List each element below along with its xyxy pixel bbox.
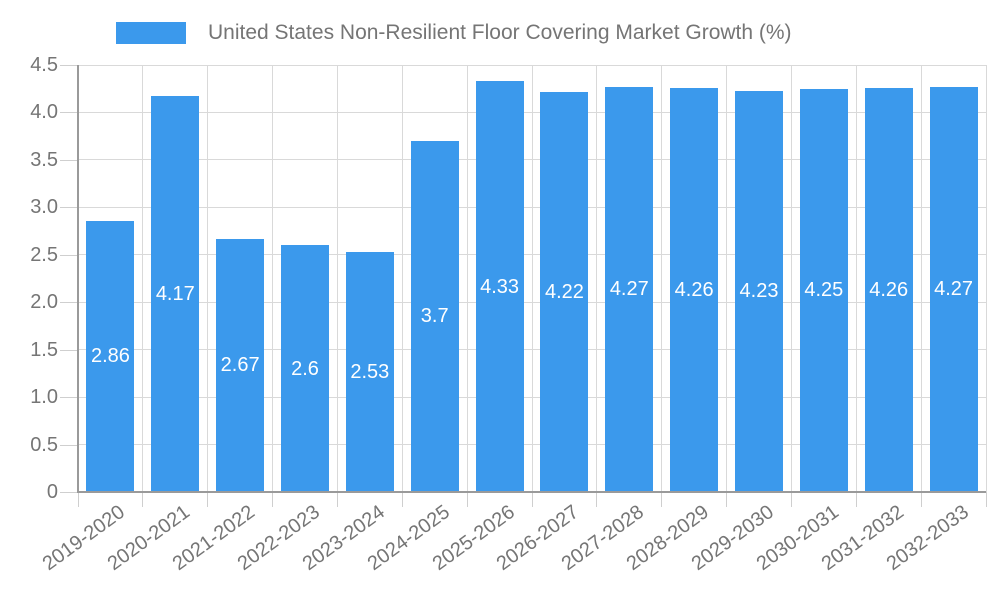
bar-value-label: 4.26 <box>869 278 909 301</box>
gridline-vertical <box>207 65 209 492</box>
y-axis-tick-label: 3.5 <box>30 148 58 171</box>
y-axis-line <box>77 65 79 493</box>
gridline-vertical <box>466 65 468 492</box>
y-axis-tick <box>60 302 78 304</box>
bar[interactable] <box>605 86 654 492</box>
x-axis-tick <box>661 492 663 507</box>
y-axis-tick <box>60 207 78 209</box>
legend-swatch <box>116 22 186 44</box>
x-axis-tick <box>920 492 922 507</box>
bar[interactable] <box>475 81 524 492</box>
y-axis-tick-label: 2.5 <box>30 243 58 266</box>
x-axis-tick <box>336 492 338 507</box>
bar[interactable] <box>670 87 719 492</box>
y-axis-tick-label: 2.0 <box>30 291 58 314</box>
gridline-vertical <box>661 65 663 492</box>
y-axis-tick <box>60 65 78 66</box>
bar-value-label: 4.27 <box>609 278 649 301</box>
bar[interactable] <box>540 91 589 492</box>
bar[interactable] <box>410 140 459 492</box>
x-axis-tick <box>531 492 533 507</box>
x-axis-tick <box>207 492 209 507</box>
gridline-vertical <box>920 65 922 492</box>
y-axis-tick <box>60 492 78 493</box>
x-axis-tick <box>272 492 274 507</box>
gridline-vertical <box>790 65 792 492</box>
y-axis-tick-label: 0.5 <box>30 433 58 456</box>
y-axis-tick-label: 1.5 <box>30 338 58 361</box>
bar-value-label: 4.33 <box>480 275 520 298</box>
gridline-vertical <box>985 65 987 492</box>
gridline-vertical <box>272 65 274 492</box>
chart-title: United States Non-Resilient Floor Coveri… <box>208 21 792 44</box>
gridline-vertical <box>596 65 598 492</box>
gridline-vertical <box>142 65 144 492</box>
bar-value-label: 4.27 <box>934 278 974 301</box>
y-axis-tick <box>60 397 78 399</box>
y-axis-tick-label: 1.0 <box>30 386 58 409</box>
bar-value-label: 4.25 <box>804 279 844 302</box>
bar[interactable] <box>864 87 913 492</box>
x-axis-tick <box>790 492 792 507</box>
y-axis-tick <box>60 444 78 446</box>
bar-value-label: 4.22 <box>544 280 584 303</box>
y-axis-tick-label: 0 <box>46 481 58 503</box>
gridline-vertical <box>336 65 338 492</box>
y-axis-tick <box>60 112 78 114</box>
bar-value-label: 2.6 <box>291 357 319 380</box>
bar-value-label: 2.86 <box>90 345 130 368</box>
x-axis-tick <box>142 492 144 507</box>
x-axis-tick <box>596 492 598 507</box>
bar-value-label: 3.7 <box>420 305 449 328</box>
y-axis-tick <box>60 254 78 256</box>
bar-value-label: 2.67 <box>220 354 260 377</box>
x-axis-tick <box>401 492 403 507</box>
gridline-vertical <box>401 65 403 492</box>
bar-value-label: 4.23 <box>739 280 779 303</box>
bar[interactable] <box>735 90 783 492</box>
gridline-vertical <box>726 65 728 492</box>
bar[interactable] <box>216 238 265 492</box>
x-axis-tick <box>985 492 987 507</box>
y-axis-tick-label: 4.0 <box>30 101 58 124</box>
legend: United States Non-Resilient Floor Coveri… <box>116 21 792 45</box>
y-axis-tick-label: 3.0 <box>30 196 58 219</box>
bar[interactable] <box>929 86 978 492</box>
bar[interactable] <box>281 245 329 492</box>
bar[interactable] <box>151 96 200 492</box>
x-axis-tick <box>77 492 79 507</box>
gridline-vertical <box>855 65 857 492</box>
x-axis-tick <box>726 492 728 507</box>
x-axis-tick <box>466 492 468 507</box>
x-axis-tick <box>855 492 857 507</box>
y-axis-tick-label: 4.5 <box>30 54 58 76</box>
y-axis-tick <box>60 349 78 351</box>
gridline-vertical <box>531 65 533 492</box>
y-axis-tick <box>60 159 78 161</box>
bar-value-label: 4.17 <box>155 283 195 306</box>
bar-value-label: 2.53 <box>350 360 390 383</box>
x-axis-line <box>78 491 986 493</box>
bar[interactable] <box>799 88 848 492</box>
bar[interactable] <box>86 220 135 492</box>
bar[interactable] <box>345 251 394 492</box>
bar-value-label: 4.26 <box>674 278 714 301</box>
